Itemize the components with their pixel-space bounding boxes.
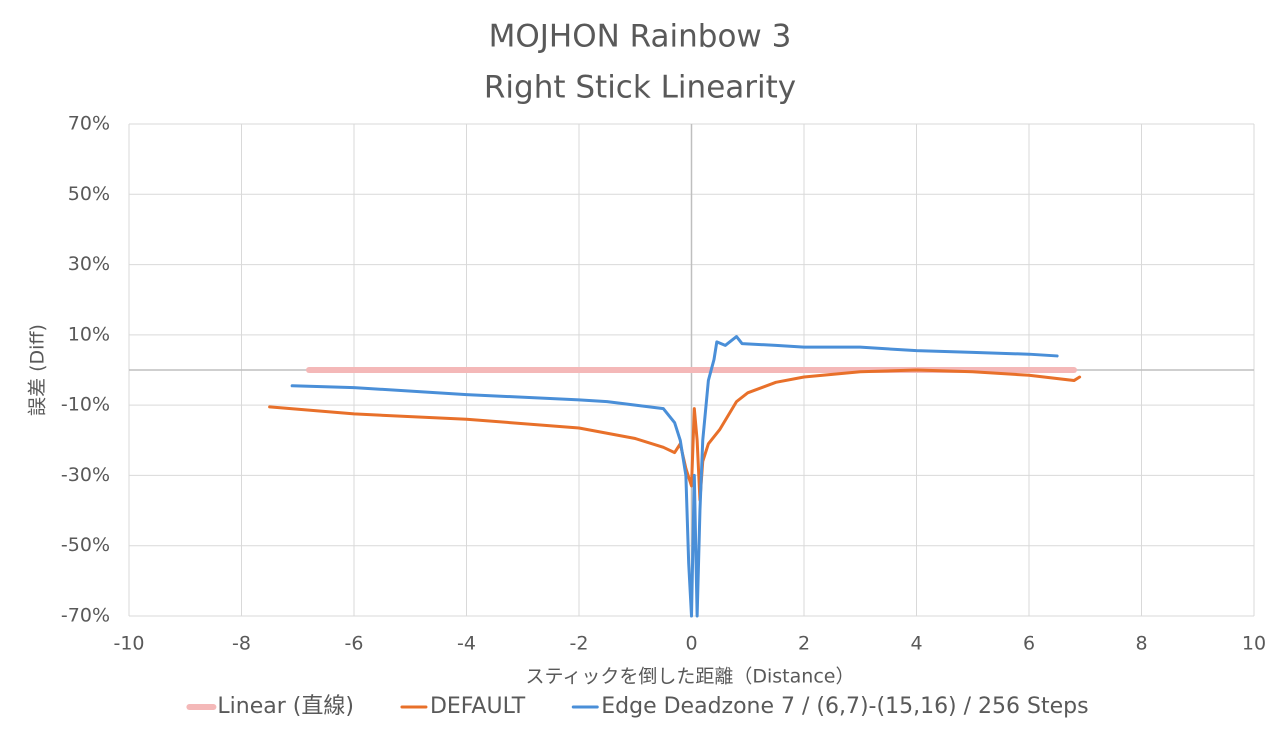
y-tick-label: -30% [61, 464, 110, 486]
y-tick-label: 50% [68, 183, 110, 205]
legend-label: DEFAULT [430, 694, 526, 719]
legend-label: Linear (直線) [217, 694, 354, 719]
x-tick-label: 0 [685, 633, 697, 655]
chart-subtitle: Right Stick Linearity [484, 70, 796, 106]
x-tick-label: 2 [798, 633, 810, 655]
x-tick-label: -4 [457, 633, 476, 655]
x-tick-label: 4 [910, 633, 922, 655]
chart-title: MOJHON Rainbow 3 [489, 19, 792, 55]
y-tick-label: -70% [61, 605, 110, 627]
legend-label: Edge Deadzone 7 / (6,7)-(15,16) / 256 St… [601, 694, 1088, 719]
x-tick-label: -8 [232, 633, 251, 655]
y-tick-label: 10% [68, 323, 110, 345]
y-tick-label: 30% [68, 253, 110, 275]
y-tick-label: 70% [68, 113, 110, 135]
x-tick-label: -10 [113, 633, 144, 655]
series-line [290, 335, 1059, 618]
x-tick-label: -6 [345, 633, 364, 655]
y-tick-label: -50% [61, 534, 110, 556]
y-tick-label: -10% [61, 394, 110, 416]
y-axis-label: 誤差 (Diff) [27, 324, 49, 416]
x-axis-label: スティックを倒した距離（Distance） [526, 666, 855, 688]
x-tick-label: 8 [1135, 633, 1147, 655]
x-tick-label: 6 [1023, 633, 1035, 655]
x-tick-label: 10 [1242, 633, 1266, 655]
x-tick-label: -2 [570, 633, 589, 655]
